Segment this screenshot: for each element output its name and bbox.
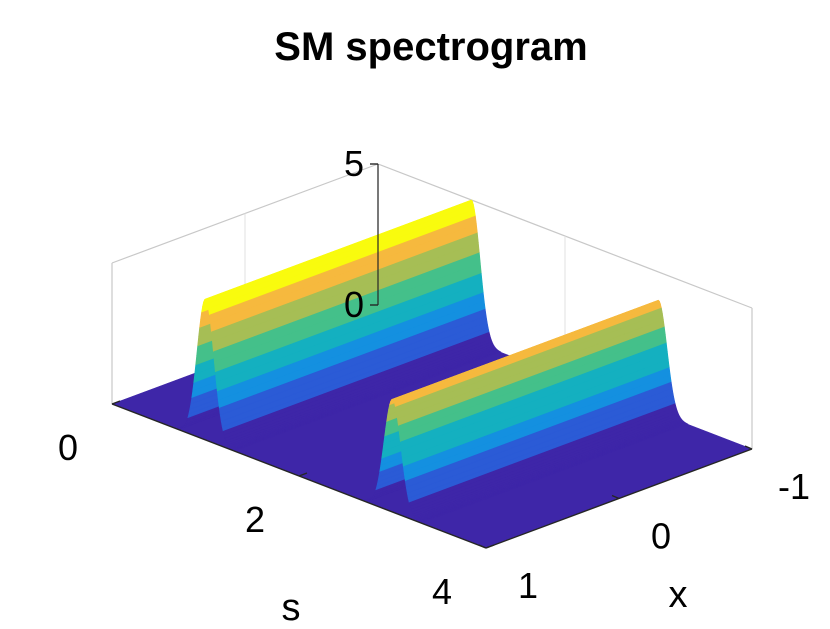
s-axis-label: s xyxy=(282,587,301,629)
s-tick-mark xyxy=(298,472,308,477)
s-tick-label: 2 xyxy=(245,499,265,540)
s-tick-mark xyxy=(485,544,495,549)
x-tick-label: 0 xyxy=(651,516,671,557)
s-tick-mark xyxy=(111,400,121,405)
x-tick-mark xyxy=(478,544,487,549)
s-tick-label: 4 xyxy=(432,571,452,612)
chart-title: SM spectrogram xyxy=(274,25,587,69)
x-tick-label: -1 xyxy=(778,466,810,507)
axis-ticks: 0 2 4 -1 0 1 0 5 xyxy=(58,143,810,612)
surface-plot xyxy=(111,199,753,549)
z-tick-label: 5 xyxy=(344,143,364,184)
x-tick-label: 1 xyxy=(518,565,538,606)
x-axis-label: x xyxy=(669,574,688,616)
s-tick-label: 0 xyxy=(58,427,78,468)
x-tick-mark xyxy=(611,494,620,500)
x-tick-mark xyxy=(744,445,753,450)
z-tick-label: 0 xyxy=(344,284,364,325)
